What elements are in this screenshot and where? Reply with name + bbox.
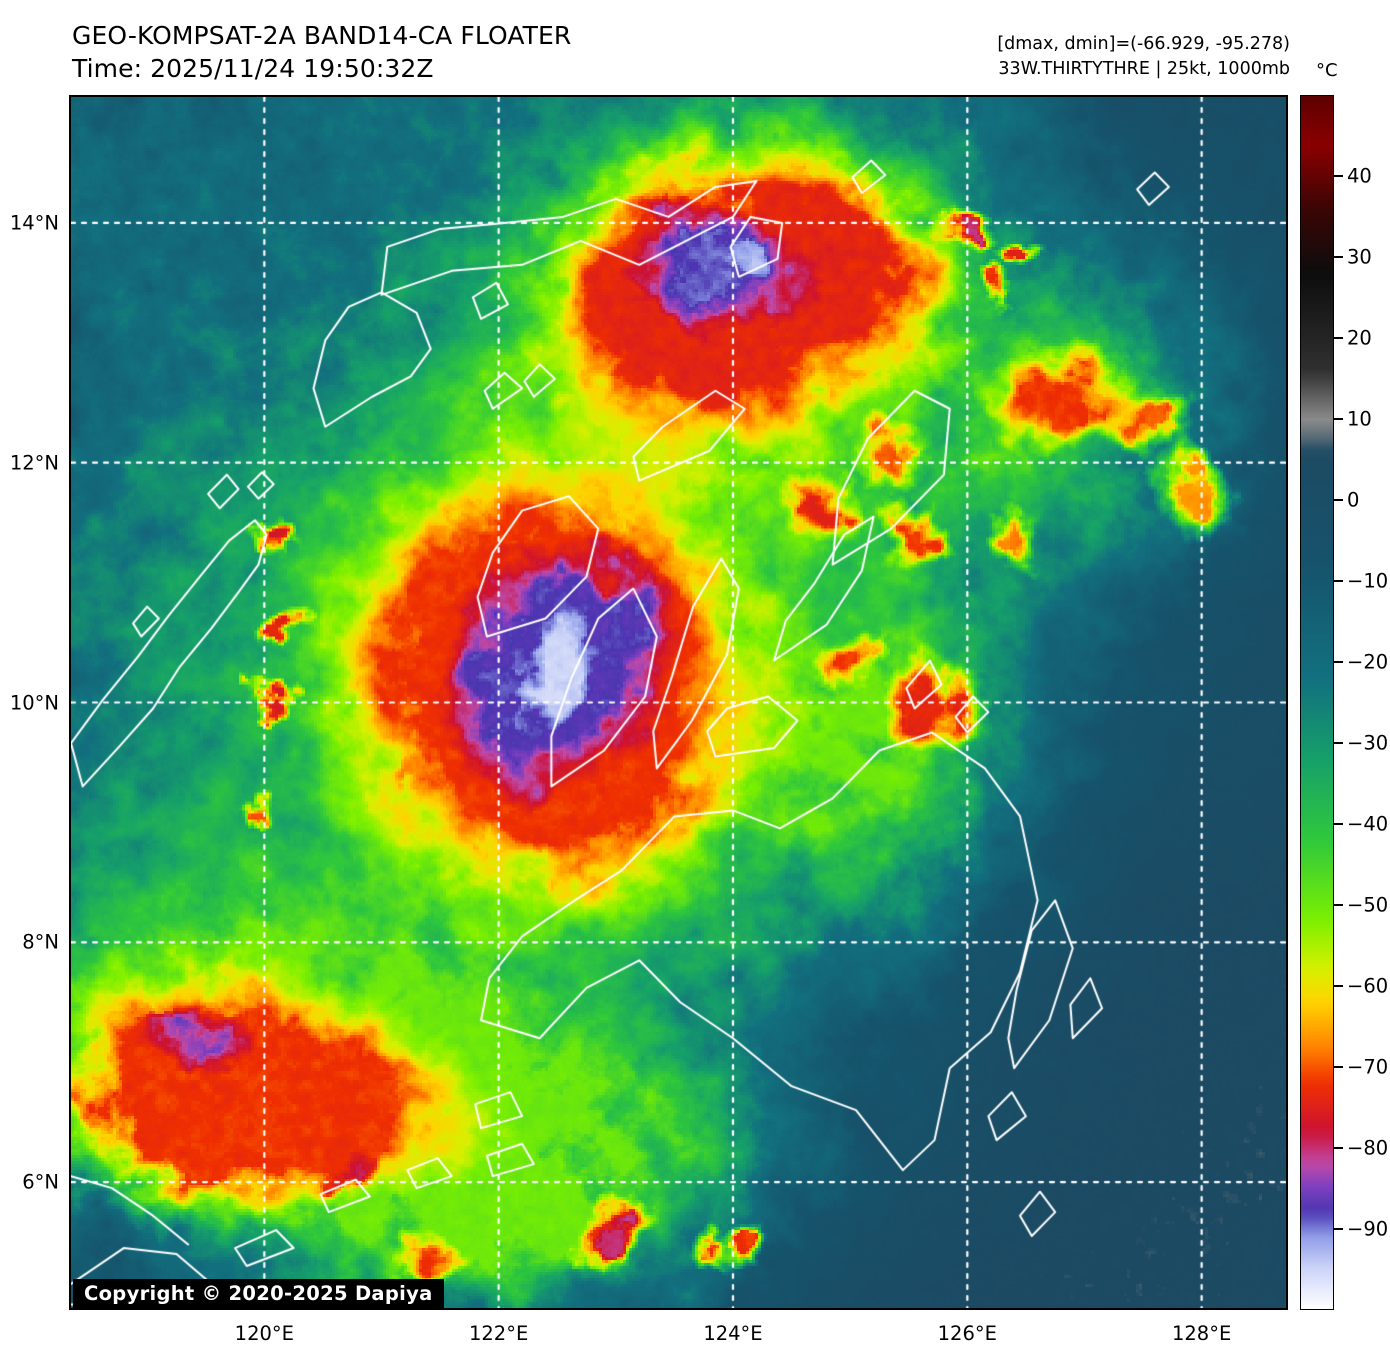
colorbar-tick <box>1334 661 1343 663</box>
colorbar-tick <box>1334 1228 1343 1230</box>
observation-time: Time: 2025/11/24 19:50:32Z <box>72 53 434 83</box>
lon-tick-label: 128°E <box>1171 1322 1232 1345</box>
data-range-text: [dmax, dmin]=(-66.929, -95.278) <box>997 34 1290 54</box>
lon-tick-label: 122°E <box>468 1322 529 1345</box>
colorbar-tick-label: 10 <box>1347 407 1372 431</box>
colorbar-tick-label: −10 <box>1347 569 1389 593</box>
colorbar-gradient <box>1301 96 1333 1309</box>
lat-tick-label: 12°N <box>9 451 59 475</box>
storm-info-text: 33W.THIRTYTHRE | 25kt, 1000mb <box>998 58 1290 79</box>
colorbar-unit-label: °C <box>1316 60 1338 81</box>
colorbar-tick-label: −40 <box>1347 812 1389 836</box>
colorbar-tick <box>1334 580 1343 582</box>
lat-tick-label: 10°N <box>9 691 59 714</box>
lon-tick-label: 124°E <box>703 1322 763 1345</box>
page-title: GEO-KOMPSAT-2A BAND14-CA FLOATER Time: 2… <box>72 20 571 85</box>
colorbar-tick <box>1334 904 1343 906</box>
metadata-block: [dmax, dmin]=(-66.929, -95.278) 33W.THIR… <box>997 32 1290 82</box>
temperature-colorbar[interactable] <box>1300 95 1334 1310</box>
colorbar-tick <box>1334 1066 1343 1068</box>
colorbar-tick-label: 30 <box>1347 245 1372 269</box>
colorbar-tick <box>1334 175 1343 177</box>
lat-tick-label: 14°N <box>9 211 59 235</box>
colorbar-tick <box>1334 985 1343 987</box>
colorbar-tick-label: 20 <box>1347 326 1372 350</box>
colorbar-tick <box>1334 823 1343 825</box>
colorbar-tick <box>1334 418 1343 420</box>
map-plot-area[interactable] <box>69 95 1288 1310</box>
colorbar-tick-label: −60 <box>1347 974 1389 998</box>
colorbar-tick <box>1334 499 1343 501</box>
colorbar-tick-label: −20 <box>1347 650 1389 674</box>
lon-tick-label: 120°E <box>234 1322 294 1345</box>
lat-tick-label: 6°N <box>22 1170 59 1194</box>
colorbar-tick <box>1334 256 1343 258</box>
colorbar-tick-label: −70 <box>1347 1055 1389 1079</box>
product-title: GEO-KOMPSAT-2A BAND14-CA FLOATER <box>72 21 572 50</box>
colorbar-tick <box>1334 1147 1343 1149</box>
colorbar-tick-label: −50 <box>1347 893 1389 917</box>
lon-tick-label: 126°E <box>937 1322 997 1345</box>
coastline-gridline-overlay <box>71 97 1286 1308</box>
lat-tick-label: 8°N <box>22 930 59 954</box>
colorbar-tick-label: 40 <box>1347 164 1372 188</box>
colorbar-tick-label: −30 <box>1347 731 1389 755</box>
colorbar-tick-label: 0 <box>1347 488 1360 512</box>
copyright-watermark: Copyright © 2020-2025 Dapiya <box>73 1279 444 1310</box>
colorbar-tick <box>1334 337 1343 339</box>
colorbar-tick-label: −90 <box>1347 1217 1389 1241</box>
colorbar-tick <box>1334 742 1343 744</box>
colorbar-tick-label: −80 <box>1347 1136 1389 1160</box>
